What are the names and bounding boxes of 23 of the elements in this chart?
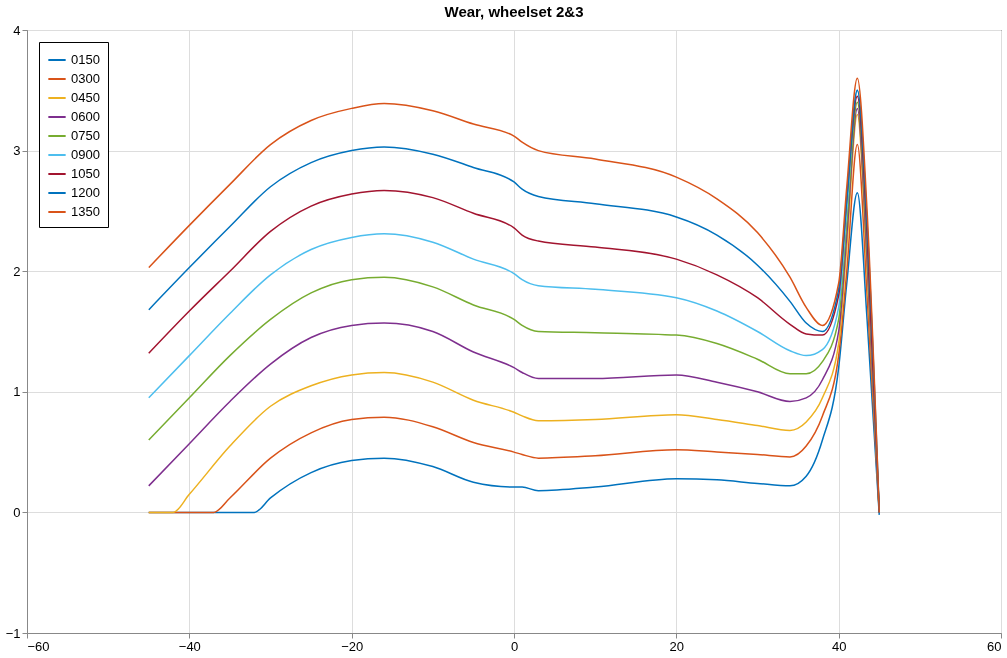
- x-tick-label: −60: [27, 638, 50, 654]
- chart-title: Wear, wheelset 2&3: [444, 3, 584, 20]
- legend-label: 0750: [71, 128, 100, 143]
- y-tick-label: 3: [13, 143, 21, 159]
- x-tick-label: −40: [178, 638, 201, 654]
- legend-label: 0300: [71, 71, 100, 86]
- x-tick-label: 60: [987, 638, 1002, 654]
- legend-label: 0150: [71, 52, 100, 67]
- legend-label: 1350: [71, 204, 100, 219]
- legend-label: 1200: [71, 185, 100, 200]
- x-tick-label: 20: [669, 638, 685, 654]
- y-tick-label: −1: [5, 625, 21, 641]
- y-tick-label: 1: [13, 384, 21, 400]
- legend-label: 1050: [71, 166, 100, 181]
- x-tick-label: −20: [341, 638, 364, 654]
- y-tick-label: 4: [13, 22, 21, 38]
- legend-label: 0450: [71, 90, 100, 105]
- legend-label: 0600: [71, 109, 100, 124]
- y-tick-label: 2: [13, 263, 21, 279]
- legend-label: 0900: [71, 147, 100, 162]
- x-tick-label: 0: [510, 638, 519, 654]
- x-tick-label: 40: [831, 638, 847, 654]
- y-tick-label: 0: [13, 504, 21, 520]
